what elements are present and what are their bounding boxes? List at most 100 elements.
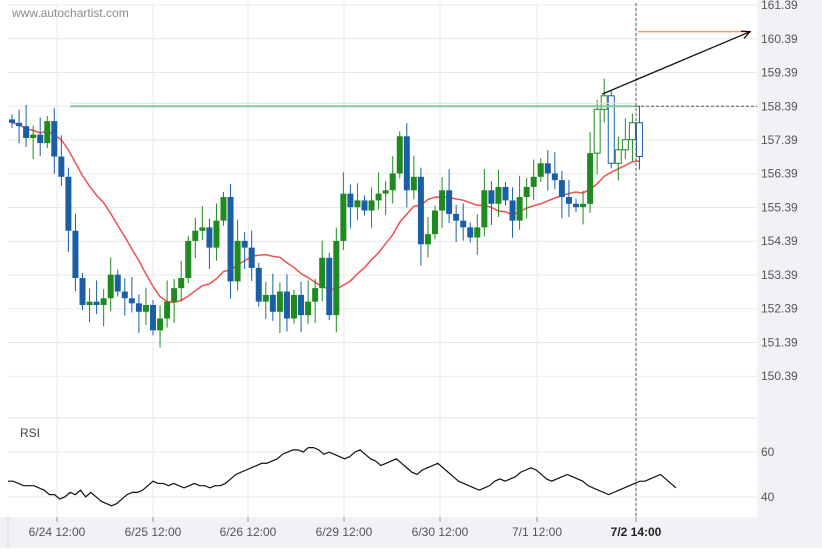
candle-body — [396, 136, 403, 174]
price-axis-panel — [757, 0, 822, 548]
price-tick-label: 154.39 — [761, 234, 798, 248]
candle-body — [298, 294, 305, 316]
candle-body — [424, 234, 431, 245]
candle-body — [600, 95, 608, 110]
candle-body — [51, 121, 58, 157]
time-tick-label: 6/30 12:00 — [412, 525, 469, 539]
candle-body — [291, 294, 297, 319]
candle-body — [516, 197, 523, 221]
time-axis-panel — [0, 517, 757, 548]
candle-body — [509, 200, 516, 221]
candle-body — [558, 180, 565, 198]
candle-body — [248, 247, 255, 268]
watermark-text: www.autochartist.com — [11, 6, 129, 20]
price-tick-label: 160.39 — [761, 32, 798, 46]
price-tick-label: 152.39 — [761, 302, 798, 316]
candle-body — [523, 186, 530, 198]
candle-body — [135, 303, 142, 312]
candle-body — [375, 193, 382, 201]
rsi-line — [8, 447, 677, 507]
candle-layer — [9, 78, 643, 348]
candle-body — [262, 294, 269, 302]
price-tick-label: 150.39 — [761, 369, 798, 383]
candle-body — [361, 200, 368, 211]
candle-body — [37, 134, 44, 144]
candle-body — [607, 95, 615, 164]
price-tick-label: 158.39 — [761, 99, 798, 113]
candle-body — [305, 301, 312, 316]
candle-body — [206, 227, 213, 248]
candle-body — [241, 240, 248, 248]
candle-body — [593, 108, 601, 154]
candle-body — [467, 227, 474, 238]
candle-body — [220, 197, 227, 221]
candle-body — [100, 298, 107, 306]
candle-body — [269, 294, 276, 312]
forecast-arrow-head — [740, 30, 752, 39]
candle-body — [580, 203, 587, 208]
time-tick-label: 6/24 12:00 — [29, 525, 86, 539]
candle-body — [340, 193, 347, 241]
time-tick-label: 7/2 14:00 — [611, 525, 662, 539]
candle-body — [157, 318, 164, 331]
grid-layer — [8, 3, 757, 517]
candle-body — [635, 122, 643, 158]
candle-body — [432, 210, 438, 235]
price-tick-label: 156.39 — [761, 167, 798, 181]
candle-body — [474, 227, 481, 238]
moving-average-line — [11, 122, 640, 304]
candle-body — [72, 230, 79, 279]
time-tick-label: 6/26 12:00 — [220, 525, 277, 539]
candle-body — [481, 190, 488, 228]
candle-body — [628, 122, 636, 141]
candle-body — [544, 163, 551, 174]
candle-body — [79, 278, 86, 306]
candle-body — [192, 230, 199, 241]
candle-body — [502, 186, 509, 201]
candle-body — [199, 227, 206, 231]
candle-body — [150, 305, 156, 331]
candle-body — [621, 139, 629, 151]
price-tick-label: 155.39 — [761, 200, 798, 214]
candle-body — [107, 274, 114, 299]
price-tick-label: 161.39 — [761, 0, 798, 12]
candle-body — [93, 301, 100, 306]
candle-body — [312, 288, 319, 302]
candle-body — [614, 149, 622, 164]
price-tick-label: 159.39 — [761, 66, 798, 80]
price-tick-label: 151.39 — [761, 335, 798, 349]
candle-body — [460, 220, 467, 228]
candle-body — [164, 301, 171, 319]
candle-body — [283, 291, 290, 319]
candle-body — [495, 186, 502, 204]
candle-body — [171, 288, 178, 302]
candle-body — [417, 176, 424, 245]
candle-body — [213, 220, 220, 248]
rsi-layer — [8, 447, 677, 507]
candle-body — [453, 213, 460, 221]
time-tick-label: 6/29 12:00 — [316, 525, 373, 539]
candle-body — [565, 197, 572, 204]
time-tick-label: 6/25 12:00 — [125, 525, 182, 539]
candle-body — [389, 173, 396, 191]
candle-body — [410, 176, 417, 191]
candle-body — [255, 267, 262, 302]
candle-body — [573, 203, 579, 208]
candle-body — [537, 163, 544, 177]
candle-body — [114, 274, 121, 292]
candle-body — [551, 173, 558, 181]
price-tick-label: 153.39 — [761, 268, 798, 282]
candle-body — [446, 190, 453, 214]
candle-body — [178, 278, 185, 289]
candle-body — [142, 305, 149, 312]
candle-body — [185, 240, 192, 279]
level-layer — [70, 3, 757, 517]
time-tick-label: 7/1 12:00 — [512, 525, 562, 539]
price-tick-label: 157.39 — [761, 133, 798, 147]
candle-body — [347, 193, 354, 208]
candle-body — [530, 176, 537, 187]
